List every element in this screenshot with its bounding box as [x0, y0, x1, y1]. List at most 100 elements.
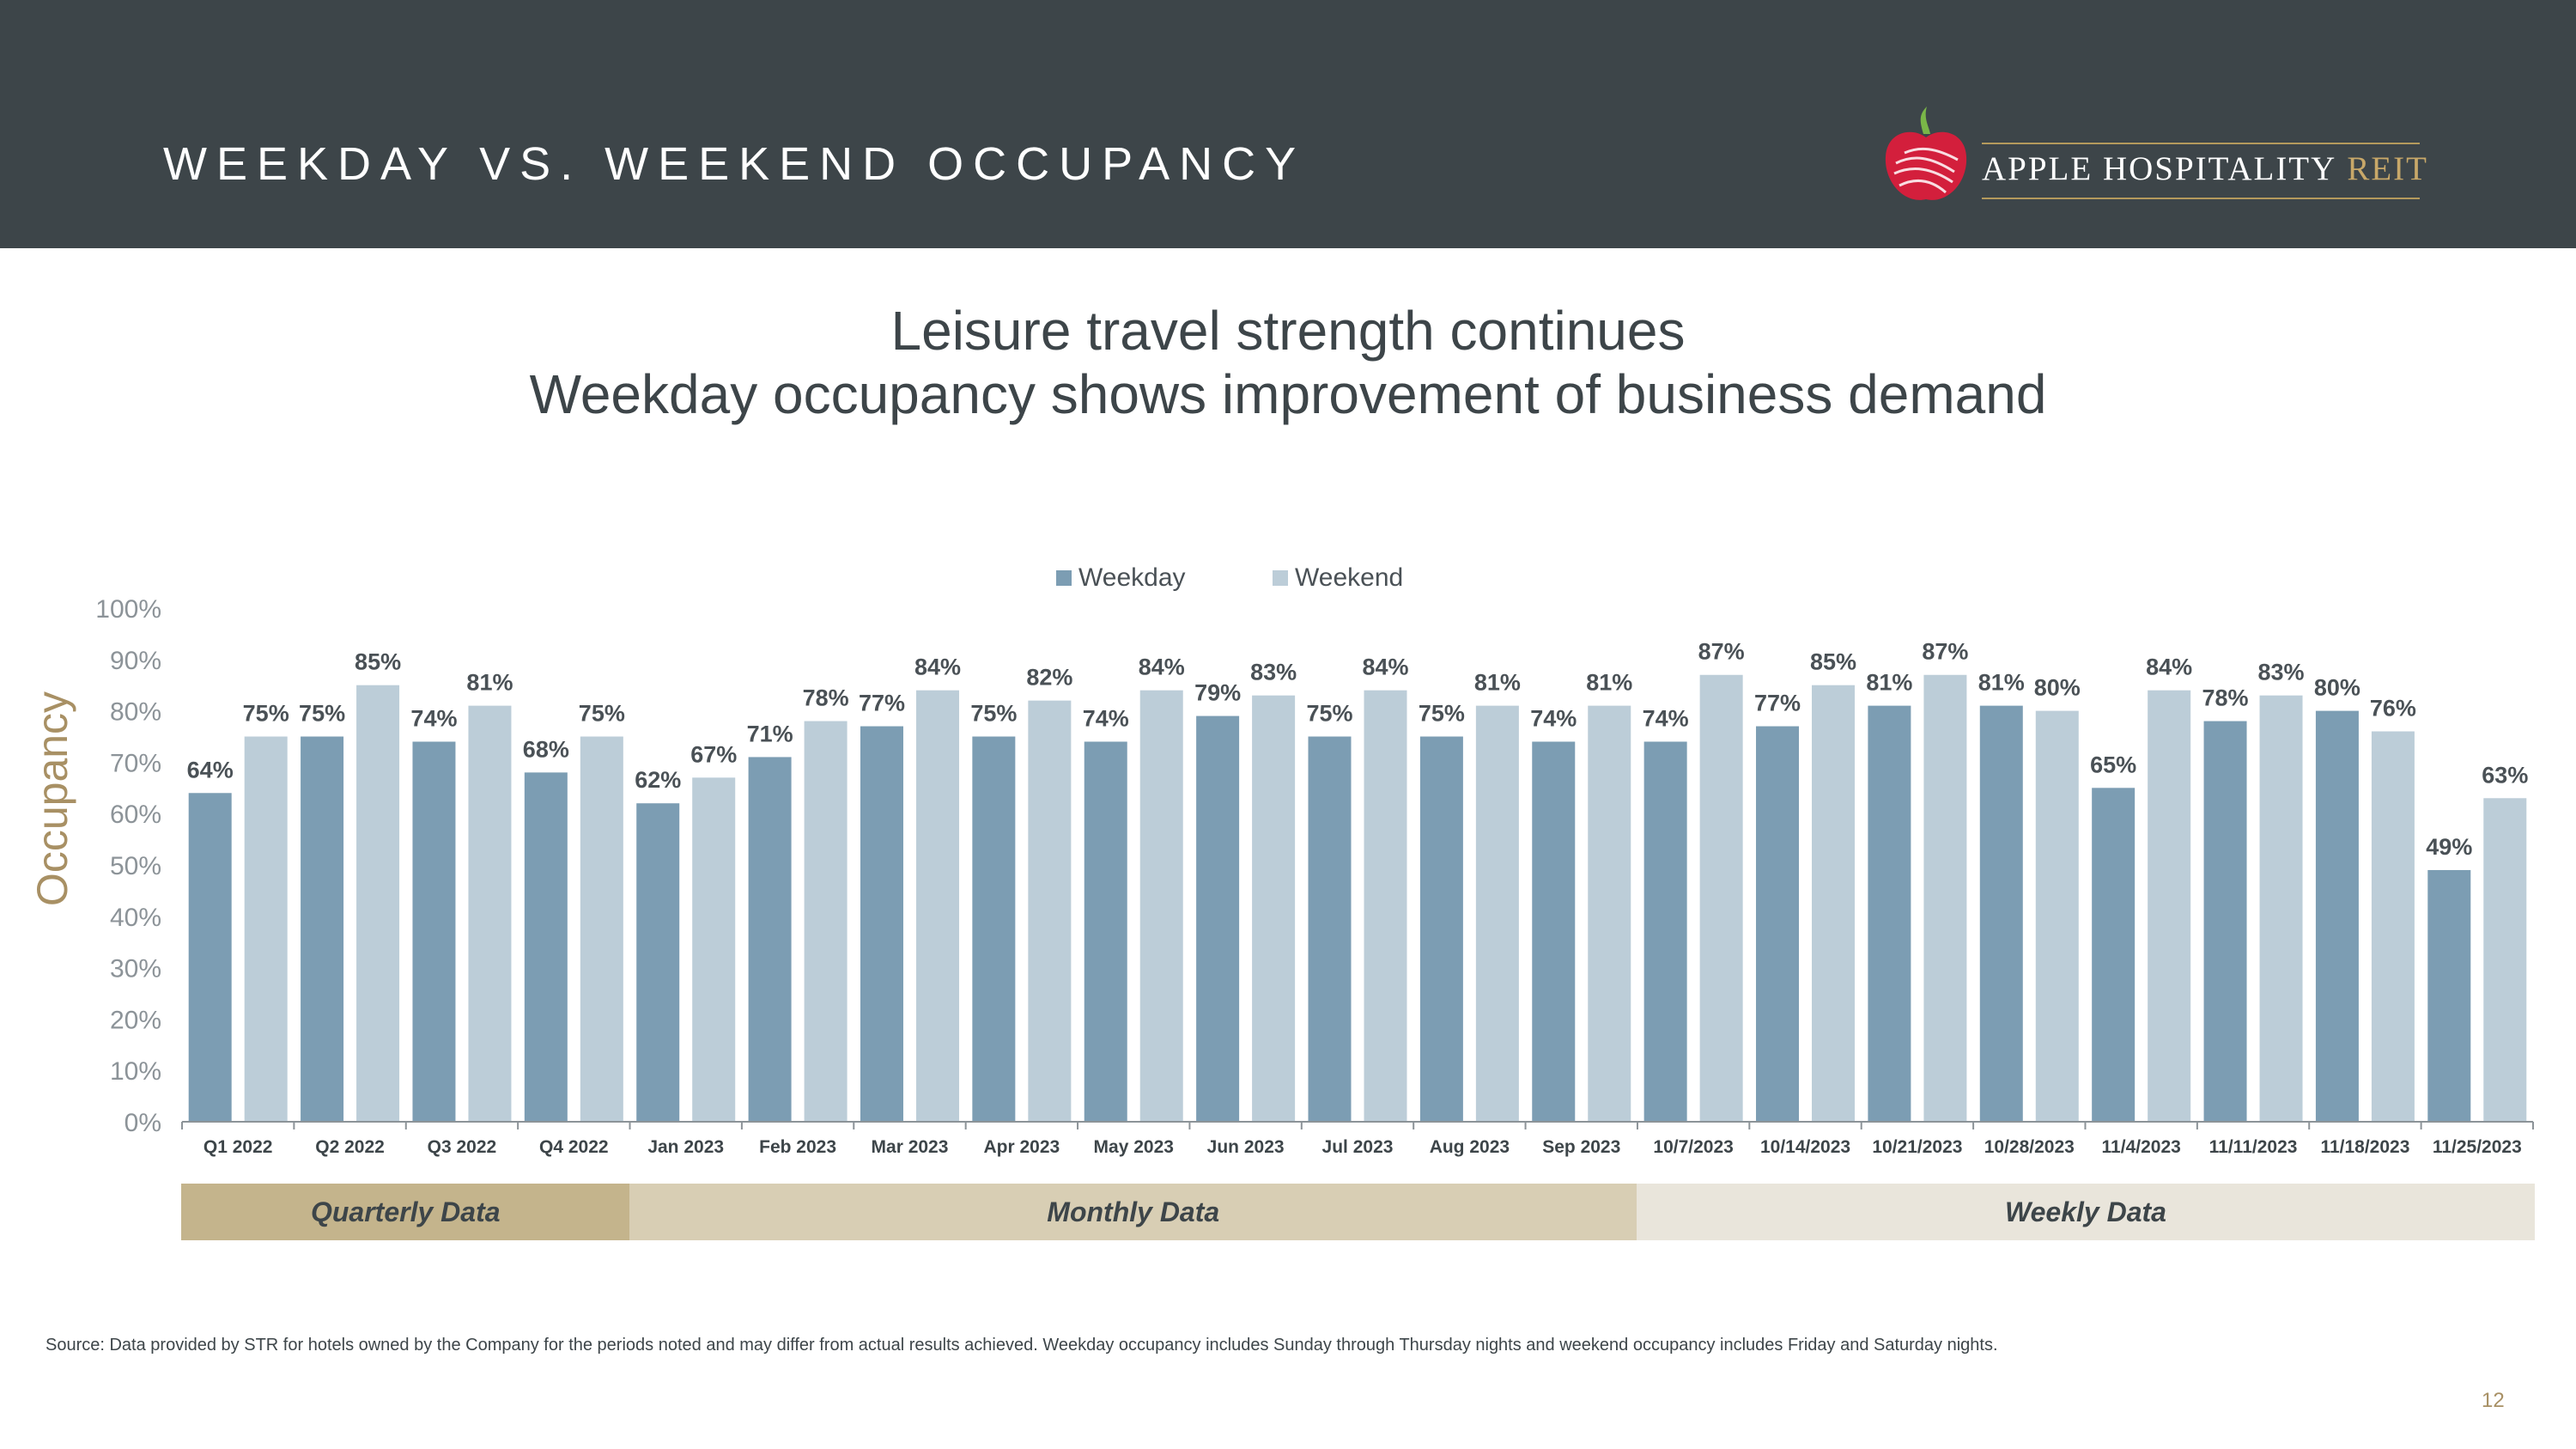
data-label-weekday: 74% — [1643, 705, 1689, 731]
data-label-weekday: 79% — [1194, 680, 1241, 706]
data-label-weekday: 77% — [1754, 691, 1801, 716]
y-tick-label: 10% — [110, 1057, 161, 1086]
bar-weekday — [860, 726, 903, 1122]
bar-weekday — [1308, 736, 1352, 1122]
logo-text: APPLE HOSPITALITY — [1982, 150, 2337, 187]
data-label-weekday: 75% — [1419, 701, 1465, 727]
bar-weekend — [1139, 690, 1183, 1122]
bar-weekend — [468, 705, 512, 1122]
bar-weekday — [748, 757, 792, 1122]
x-tick-label: 11/25/2023 — [2433, 1137, 2522, 1157]
data-label-weekday: 81% — [1978, 670, 2025, 696]
data-label-weekend: 78% — [803, 685, 849, 711]
logo-wordmark: APPLE HOSPITALITY REIT — [1982, 149, 2428, 188]
x-tick-label: Jul 2023 — [1322, 1137, 1394, 1157]
y-tick-label: 60% — [110, 801, 161, 829]
bar-weekday — [524, 772, 568, 1122]
bar-weekday — [1643, 741, 1687, 1122]
data-label-weekday: 64% — [187, 757, 234, 782]
bar-weekend — [2371, 731, 2415, 1122]
y-tick-label: 90% — [110, 647, 161, 675]
data-label-weekday: 49% — [2426, 834, 2472, 860]
bar-weekday — [301, 736, 344, 1122]
x-tick-label: 10/14/2023 — [1760, 1137, 1850, 1157]
bar-weekday — [1756, 726, 1800, 1122]
x-tick-label: Aug 2023 — [1430, 1137, 1510, 1157]
x-tick-label: 11/18/2023 — [2320, 1137, 2409, 1157]
legend-swatch-weekday — [1056, 570, 1072, 586]
bar-weekend — [2259, 695, 2303, 1122]
data-label-weekend: 63% — [2482, 762, 2528, 788]
logo-rule-bottom — [1982, 198, 2420, 199]
bar-weekend — [1252, 695, 1296, 1122]
data-label-weekend: 82% — [1026, 665, 1072, 691]
bar-weekend — [1699, 674, 1743, 1122]
legend-swatch-weekend — [1273, 570, 1288, 586]
y-tick-label: 50% — [110, 852, 161, 880]
data-label-weekday: 75% — [299, 701, 345, 727]
bar-weekend — [1475, 705, 1519, 1122]
x-tick-label: Mar 2023 — [872, 1137, 949, 1157]
source-note: Source: Data provided by STR for hotels … — [46, 1336, 1998, 1355]
bar-weekend — [1923, 674, 1967, 1122]
bar-weekday — [972, 736, 1016, 1122]
bar-weekend — [915, 690, 959, 1122]
data-label-weekday: 62% — [635, 767, 681, 793]
data-label-weekend: 81% — [1474, 670, 1521, 696]
x-tick-label: Q1 2022 — [204, 1137, 273, 1157]
data-label-weekday: 68% — [523, 736, 569, 762]
bar-weekday — [188, 793, 232, 1122]
y-tick-label: 30% — [110, 955, 161, 983]
data-label-weekday: 78% — [2202, 685, 2249, 711]
y-tick-label: 0% — [125, 1109, 161, 1137]
y-tick-label: 40% — [110, 904, 161, 932]
x-tick-label: 10/21/2023 — [1872, 1137, 1962, 1157]
y-tick-label: 20% — [110, 1006, 161, 1034]
legend-label-weekend: Weekend — [1295, 563, 1403, 592]
x-tick-label: 10/7/2023 — [1653, 1137, 1733, 1157]
subtitle-line-1: Leisure travel strength continues — [890, 300, 1686, 362]
data-label-weekend: 67% — [690, 741, 737, 767]
bar-weekday — [412, 741, 456, 1122]
bar-weekend — [580, 736, 623, 1122]
data-label-weekend: 87% — [1698, 639, 1745, 665]
data-label-weekday: 65% — [2090, 752, 2136, 777]
data-label-weekday: 75% — [1306, 701, 1352, 727]
data-label-weekend: 83% — [1250, 660, 1297, 685]
bar-weekend — [692, 777, 736, 1122]
x-tick-label: 11/4/2023 — [2102, 1137, 2181, 1157]
data-label-weekday: 77% — [859, 691, 905, 716]
bar-weekend — [2148, 690, 2191, 1122]
data-label-weekday: 74% — [1083, 705, 1129, 731]
period-band-monthly-data: Monthly Data — [629, 1184, 1637, 1240]
y-axis-title: Occupancy — [28, 691, 76, 906]
bar-weekday — [2315, 710, 2359, 1122]
data-label-weekend: 81% — [466, 670, 513, 696]
bar-weekday — [1532, 741, 1576, 1122]
bar-weekday — [1196, 715, 1240, 1122]
header-bar: WEEKDAY VS. WEEKEND OCCUPANCY APPLE HOSP… — [0, 0, 2576, 248]
data-label-weekend: 87% — [1922, 639, 1968, 665]
y-tick-label: 70% — [110, 749, 161, 777]
x-tick-label: Q4 2022 — [539, 1137, 609, 1157]
bar-weekday — [1419, 736, 1463, 1122]
page-number: 12 — [2482, 1389, 2505, 1412]
period-band-weekly-data: Weekly Data — [1636, 1184, 2535, 1240]
occupancy-chart: 0% 10% 20% 30% 40% 50% 60% 70% 80% 90% 100% Occupan… — [28, 563, 2534, 1157]
bar-weekday — [1084, 741, 1127, 1122]
subtitle-line-2: Weekday occupancy shows improvement of b… — [529, 363, 2047, 425]
y-tick-label: 100% — [95, 595, 161, 624]
data-label-weekend: 75% — [579, 701, 625, 727]
bar-weekday — [1979, 705, 2023, 1122]
x-tick-label: Feb 2023 — [759, 1137, 836, 1157]
data-label-weekday: 74% — [1530, 705, 1577, 731]
data-label-weekend: 84% — [914, 654, 961, 680]
data-label-weekday: 74% — [410, 705, 457, 731]
legend-label-weekday: Weekday — [1078, 563, 1186, 592]
data-label-weekend: 80% — [2034, 675, 2081, 701]
x-tick-label: Q2 2022 — [315, 1137, 385, 1157]
bar-weekend — [356, 685, 400, 1122]
period-band-quarterly-data: Quarterly Data — [181, 1184, 630, 1240]
data-label-weekday: 80% — [2314, 675, 2360, 701]
x-tick-label: 10/28/2023 — [1984, 1137, 2075, 1157]
